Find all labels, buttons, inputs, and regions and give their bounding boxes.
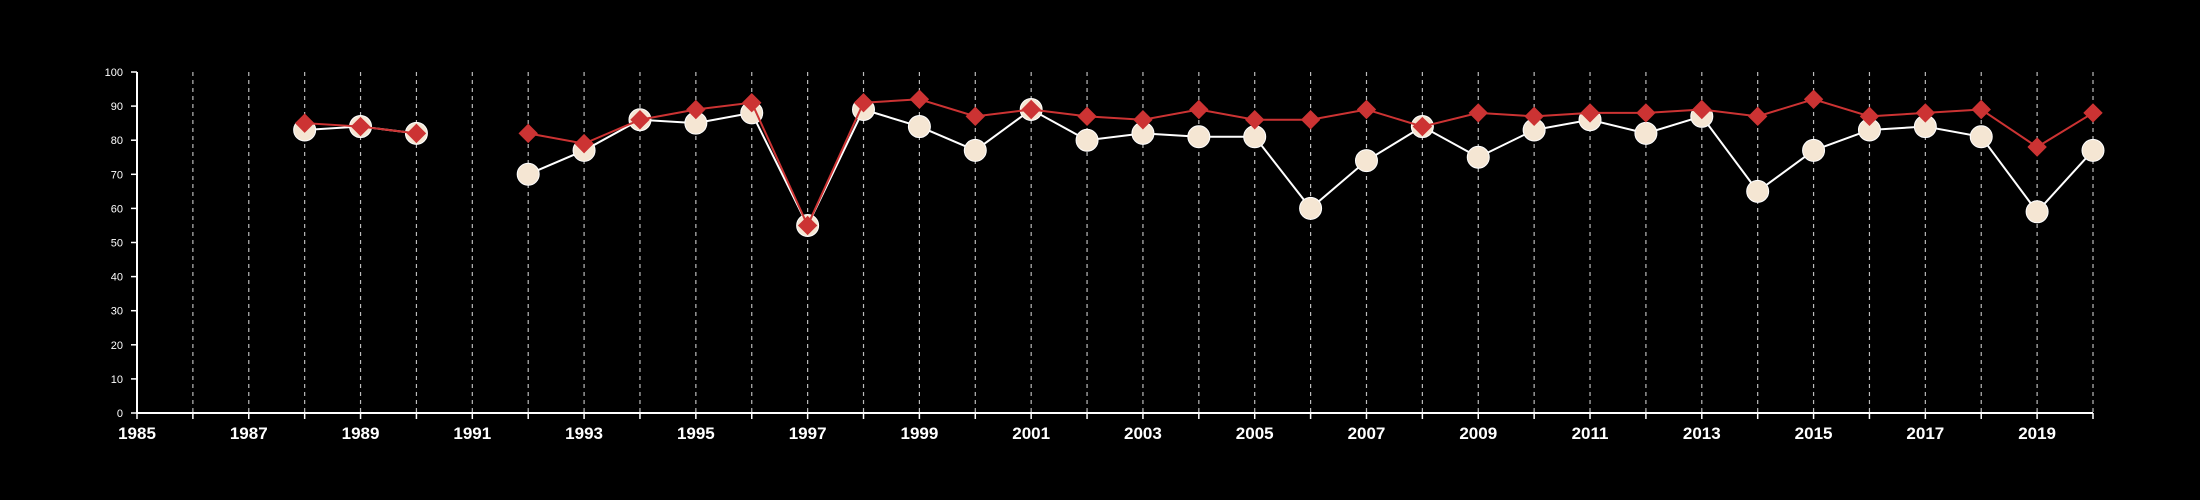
data-point-diamond — [909, 89, 930, 109]
x-tick-label: 2003 — [1124, 424, 1162, 443]
data-point-diamond — [2083, 103, 2103, 123]
y-tick-label: 50 — [111, 238, 123, 250]
data-point-diamond — [630, 110, 650, 130]
data-point-diamond — [686, 99, 706, 120]
x-tick-label: 1997 — [789, 424, 827, 443]
series-layer — [293, 89, 2105, 237]
y-tick-label: 80 — [111, 135, 123, 147]
data-point-circle — [907, 115, 931, 139]
x-tick-label: 1989 — [342, 424, 380, 443]
y-tick-label: 30 — [111, 306, 123, 318]
data-point-diamond — [1803, 89, 1824, 109]
y-tick-label: 10 — [111, 374, 123, 386]
x-tick-label: 2013 — [1683, 424, 1721, 443]
x-tick-label: 2009 — [1459, 424, 1497, 443]
data-point-diamond — [1021, 99, 1041, 120]
axes — [131, 71, 2094, 419]
y-tick-label: 100 — [105, 67, 123, 79]
data-point-diamond — [350, 116, 371, 137]
data-point-circle — [1187, 125, 1211, 149]
data-point-circle — [1299, 196, 1323, 220]
x-tick-label: 1995 — [677, 424, 715, 443]
y-tick-label: 40 — [111, 272, 123, 284]
data-point-circle — [1634, 121, 1658, 145]
data-point-diamond — [965, 106, 985, 127]
x-tick-label: 2015 — [1795, 424, 1833, 443]
data-point-diamond — [406, 123, 427, 144]
data-point-diamond — [1356, 99, 1377, 120]
data-point-diamond — [797, 215, 818, 236]
data-point-diamond — [1468, 103, 1488, 123]
x-tick-label: 1999 — [900, 424, 938, 443]
data-point-diamond — [1747, 106, 1768, 127]
data-point-diamond — [294, 113, 315, 133]
data-point-diamond — [2027, 137, 2047, 157]
data-point-circle — [1466, 145, 1490, 169]
data-point-diamond — [1636, 103, 1656, 123]
data-point-circle — [2025, 200, 2049, 224]
series-diamond — [294, 89, 2103, 236]
data-point-diamond — [1971, 99, 1991, 120]
x-tick-label: 2017 — [1906, 424, 1944, 443]
y-tick-label: 20 — [111, 340, 123, 352]
data-point-diamond — [1300, 110, 1321, 130]
data-point-circle — [1746, 179, 1770, 203]
data-point-diamond — [742, 92, 762, 113]
data-point-diamond — [853, 92, 874, 113]
x-tick-label: 1985 — [118, 424, 156, 443]
data-point-diamond — [1189, 99, 1209, 120]
x-tick-label: 2019 — [2018, 424, 2056, 443]
data-point-circle — [1802, 138, 1826, 162]
data-point-diamond — [1859, 106, 1880, 127]
data-point-diamond — [574, 133, 594, 154]
data-point-diamond — [518, 123, 538, 144]
data-point-diamond — [1245, 110, 1265, 130]
data-point-diamond — [1077, 106, 1097, 127]
data-point-circle — [2081, 138, 2105, 162]
x-tick-label: 1993 — [565, 424, 603, 443]
x-tick-label: 2005 — [1236, 424, 1274, 443]
x-tick-label: 2007 — [1348, 424, 1386, 443]
tick-labels: 1985 1987 1989 1991 1993 1995 1997 1999 2001 2003… — [105, 67, 2056, 443]
data-point-circle — [963, 138, 987, 162]
data-point-diamond — [1524, 106, 1544, 127]
data-point-diamond — [1692, 99, 1712, 120]
data-point-circle — [1969, 125, 1993, 149]
y-tick-label: 0 — [117, 408, 123, 420]
x-tick-label: 2011 — [1572, 424, 1609, 443]
data-point-diamond — [1133, 110, 1153, 130]
x-tick-label: 1987 — [230, 424, 268, 443]
y-tick-label: 60 — [111, 203, 123, 215]
data-point-circle — [1075, 128, 1099, 152]
x-tick-label: 2001 — [1012, 424, 1050, 443]
y-tick-label: 90 — [111, 101, 123, 113]
y-tick-label: 70 — [111, 169, 123, 181]
data-point-diamond — [1580, 103, 1600, 123]
data-point-diamond — [1915, 103, 1936, 123]
x-tick-label: 1991 — [453, 424, 491, 443]
data-point-diamond — [1412, 116, 1433, 137]
data-point-circle — [1354, 149, 1378, 173]
data-point-circle — [516, 162, 540, 186]
